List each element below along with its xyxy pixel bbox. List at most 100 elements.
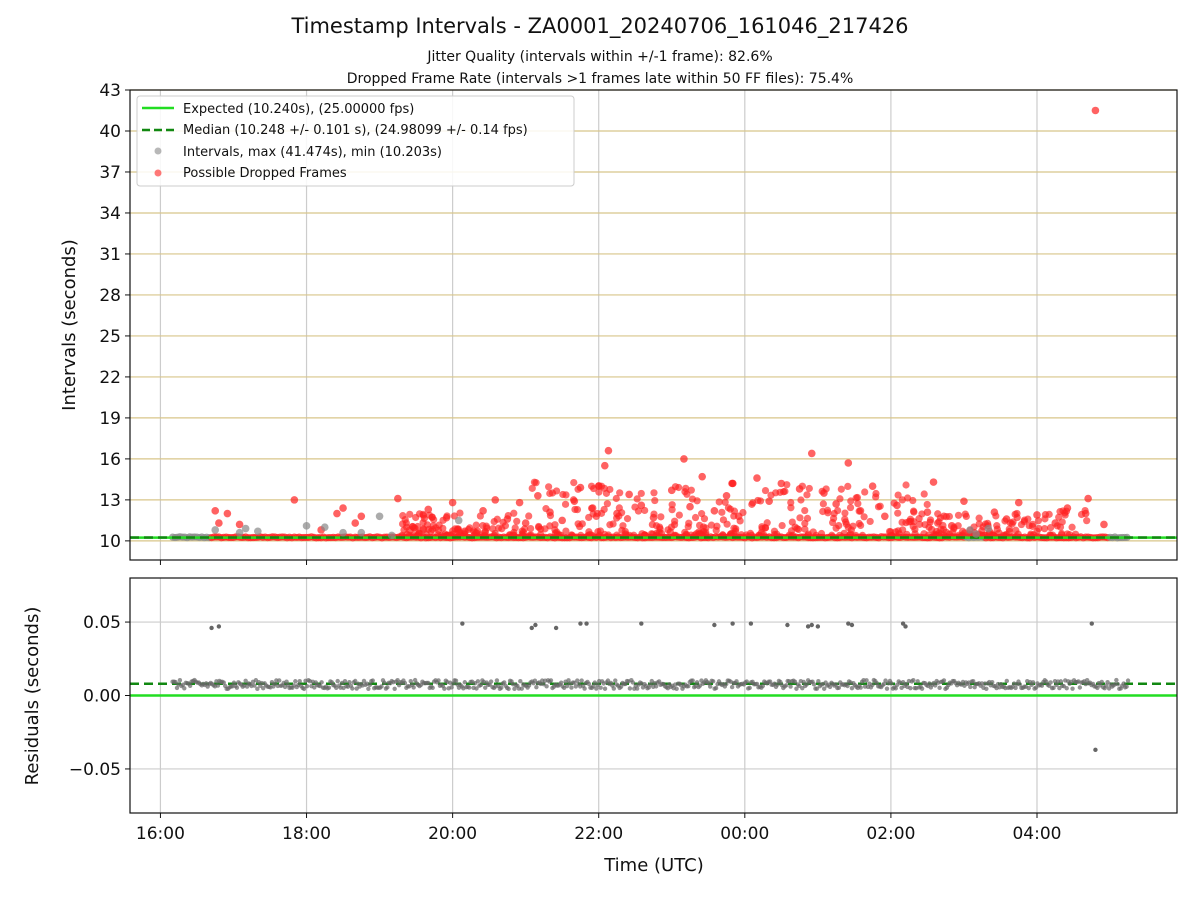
residual-point [277,678,282,683]
residual-point [430,685,435,690]
dropped-frame-point [828,518,837,527]
residual-point [760,683,766,689]
dropped-frame-point [655,528,663,536]
dropped-frame-point [698,472,706,481]
residual-point [488,679,494,684]
top-y-axis-label: Intervals (seconds) [59,239,80,411]
dropped-frame-point [940,512,948,520]
residual-point [908,685,913,691]
residual-point [889,681,894,686]
residual-point [512,686,517,692]
residual-point [385,685,390,690]
residual-point [618,684,624,689]
residual-point [801,679,806,685]
dropped-frame-point [730,530,738,538]
residual-point [579,678,584,683]
dropped-frame-point [562,491,570,499]
dropped-frame-point [801,506,809,515]
bottom-scatter-points [209,621,1098,753]
residual-point [794,686,799,691]
residual-point [453,678,459,683]
residual-point [534,684,539,690]
dropped-frame-point [511,524,519,532]
dropped-frame-point [1047,524,1055,532]
dropped-frame-point [489,525,497,533]
residual-point [1017,682,1023,687]
dropped-frame-point [527,524,535,533]
dropped-frame-point [682,484,690,492]
dropped-frame-point [788,518,796,526]
legend-intervals-label: Intervals, max (41.474s), min (10.203s) [183,145,442,160]
dropped-frame-point [587,482,596,490]
dropped-frame-point [1084,494,1092,503]
dropped-frame-point [1020,516,1029,524]
bottom-dense-points [170,677,1131,692]
residual-point [260,686,266,691]
jitter-quality-subtitle: Jitter Quality (intervals within +/-1 fr… [427,49,773,65]
dropped-frame-point [765,497,773,506]
dropped-frame-point [730,507,739,515]
dropped-frame-point [333,509,341,518]
dropped-frame-point [648,520,656,529]
dropped-frame-point [753,474,761,482]
residual-point [243,678,248,683]
dropped-frame-point [429,525,437,534]
dropped-frame-point [1063,504,1072,512]
dropped-frame-point [915,515,923,523]
residual-outlier-point [846,621,851,626]
residual-point [182,686,187,691]
residual-point [747,685,752,691]
dropped-frame-point [748,500,756,508]
residual-point [564,683,570,689]
residual-point [1095,685,1100,691]
residual-point [586,681,592,687]
dropped-frame-point [710,507,719,515]
dropped-frame-point [513,517,521,525]
bottom-y-tick-label: 0.05 [83,613,121,633]
dropped-frame-point [920,490,928,498]
dropped-frame-point [715,498,723,506]
dropped-frame-point [576,483,585,492]
residual-point [864,678,869,683]
dropped-frame-point [691,513,700,522]
residual-point [870,682,875,688]
residual-point [811,682,817,687]
residual-point [442,686,447,691]
residual-point [784,683,789,688]
dropped-frame-point [515,498,524,507]
interval-point [241,524,250,533]
residual-point [478,682,484,688]
x-tick-label: 04:00 [1012,824,1061,844]
residual-outlier-point [712,622,717,628]
dropped-frame-point [546,508,554,516]
residual-point [884,686,890,691]
top-y-tick-label: 25 [99,327,121,347]
dropped-frame-point [668,501,676,509]
residual-point [255,686,260,692]
dropped-frame-point [1033,511,1041,519]
interval-point [211,526,220,534]
residual-point [402,680,408,686]
dropped-frame-point [525,512,533,520]
residual-point [611,686,617,691]
dropped-frame-point [837,485,845,493]
dropped-frame-point [911,525,919,533]
residual-point [234,685,240,690]
residual-point [1048,680,1053,685]
bottom-y-tick-label: −0.05 [69,760,121,780]
dropped-frame-point [778,521,786,530]
residual-point [519,686,524,691]
dropped-frame-point [501,522,510,530]
dropped-frame-point [495,524,503,532]
dropped-frame-point [866,517,874,526]
dropped-frame-point [479,507,487,515]
top-y-tick-label: 34 [99,204,121,224]
dropped-frame-point [805,484,813,493]
legend-intervals-swatch [154,147,162,155]
dropped-frame-point [945,512,953,521]
dropped-frame-point [588,504,597,512]
dropped-frame-point [1091,106,1100,115]
top-dense-points [169,478,1131,542]
residual-point [788,684,793,689]
dropped-frame-point [832,500,840,508]
